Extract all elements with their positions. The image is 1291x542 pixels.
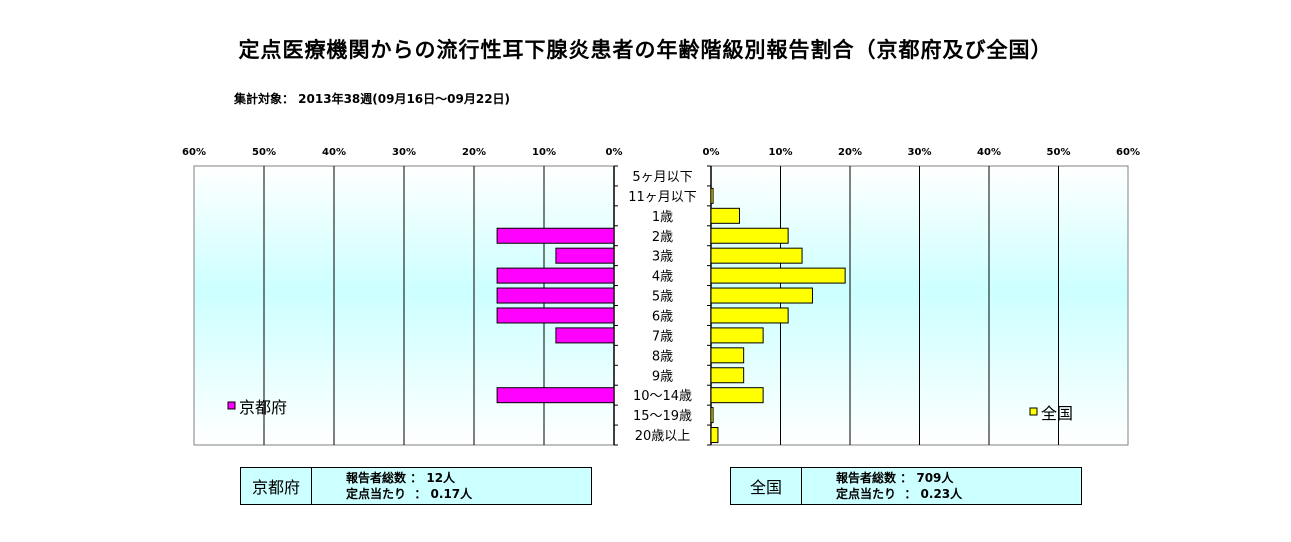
national-legend-label: 全国 bbox=[1041, 404, 1073, 423]
right-axis-tick-label: 20% bbox=[838, 147, 862, 158]
right-axis-tick-label: 10% bbox=[769, 147, 793, 158]
left-axis-tick-label: 30% bbox=[392, 147, 416, 158]
national-bar bbox=[710, 247, 803, 264]
category-label: 10～14歳 bbox=[633, 389, 692, 404]
national-bar bbox=[710, 347, 745, 364]
national-per-site: 定点当たり ： 0.23人 bbox=[836, 487, 963, 501]
left-axis-tick-label: 50% bbox=[252, 147, 276, 158]
right-axis-tick-label: 0% bbox=[703, 147, 720, 158]
national-bar bbox=[710, 267, 846, 284]
left-axis-tick-label: 0% bbox=[606, 147, 623, 158]
chart-title: 定点医療機関からの流行性耳下腺炎患者の年齢階級別報告割合（京都府及び全国） bbox=[238, 38, 1053, 62]
left-axis-tick-label: 10% bbox=[532, 147, 556, 158]
kyoto-info-name: 京都府 bbox=[241, 468, 312, 504]
national-bar bbox=[710, 387, 764, 404]
kyoto-legend-label: 京都府 bbox=[239, 398, 287, 417]
national-legend-swatch bbox=[1029, 407, 1038, 416]
kyoto-bar bbox=[496, 267, 615, 284]
category-label: 6歳 bbox=[652, 309, 673, 324]
kyoto-bar bbox=[496, 387, 615, 404]
kyoto-total-reports: 報告者総数 ： 12人 bbox=[346, 471, 456, 485]
category-label: 9歳 bbox=[652, 369, 673, 384]
kyoto-bar bbox=[496, 307, 615, 324]
right-axis-tick-label: 40% bbox=[977, 147, 1001, 158]
kyoto-legend-swatch bbox=[227, 401, 236, 410]
left-axis-tick-label: 20% bbox=[462, 147, 486, 158]
category-label: 5ヶ月以下 bbox=[632, 170, 692, 185]
left-axis-tick-label: 40% bbox=[322, 147, 346, 158]
category-label: 2歳 bbox=[652, 230, 673, 245]
national-bar bbox=[710, 287, 813, 304]
kyoto-bar bbox=[496, 287, 615, 304]
national-bar bbox=[710, 187, 714, 204]
national-bar bbox=[710, 327, 764, 344]
kyoto-bar bbox=[496, 227, 615, 244]
category-label: 15～19歳 bbox=[633, 409, 692, 424]
kyoto-info-box: 京都府 報告者総数 ： 12人 定点当たり ： 0.17人 bbox=[240, 467, 592, 505]
category-label: 7歳 bbox=[652, 329, 673, 344]
chart-subtitle: 集計対象： 2013年38週(09月16日～09月22日) bbox=[234, 92, 511, 106]
national-bar bbox=[710, 407, 714, 424]
category-label: 5歳 bbox=[652, 290, 673, 305]
right-axis-tick-label: 30% bbox=[908, 147, 932, 158]
national-info-name: 全国 bbox=[731, 468, 802, 504]
national-bar bbox=[710, 367, 745, 384]
category-label: 11ヶ月以下 bbox=[628, 190, 697, 205]
national-bar bbox=[710, 227, 789, 244]
category-label: 3歳 bbox=[652, 250, 673, 265]
category-label: 20歳以上 bbox=[635, 429, 691, 444]
kyoto-per-site: 定点当たり ： 0.17人 bbox=[346, 487, 473, 501]
category-label: 4歳 bbox=[652, 270, 673, 285]
right-axis-tick-label: 50% bbox=[1047, 147, 1071, 158]
category-label: 1歳 bbox=[652, 210, 673, 225]
kyoto-bar bbox=[555, 327, 615, 344]
national-bar bbox=[710, 427, 719, 444]
national-total-reports: 報告者総数 ： 709人 bbox=[836, 471, 954, 485]
right-axis-tick-label: 60% bbox=[1116, 147, 1140, 158]
national-bar bbox=[710, 307, 789, 324]
national-info-box: 全国 報告者総数 ： 709人 定点当たり ： 0.23人 bbox=[730, 467, 1082, 505]
national-bar bbox=[710, 207, 740, 224]
category-label: 8歳 bbox=[652, 349, 673, 364]
left-axis-tick-label: 60% bbox=[182, 147, 206, 158]
kyoto-bar bbox=[555, 247, 615, 264]
